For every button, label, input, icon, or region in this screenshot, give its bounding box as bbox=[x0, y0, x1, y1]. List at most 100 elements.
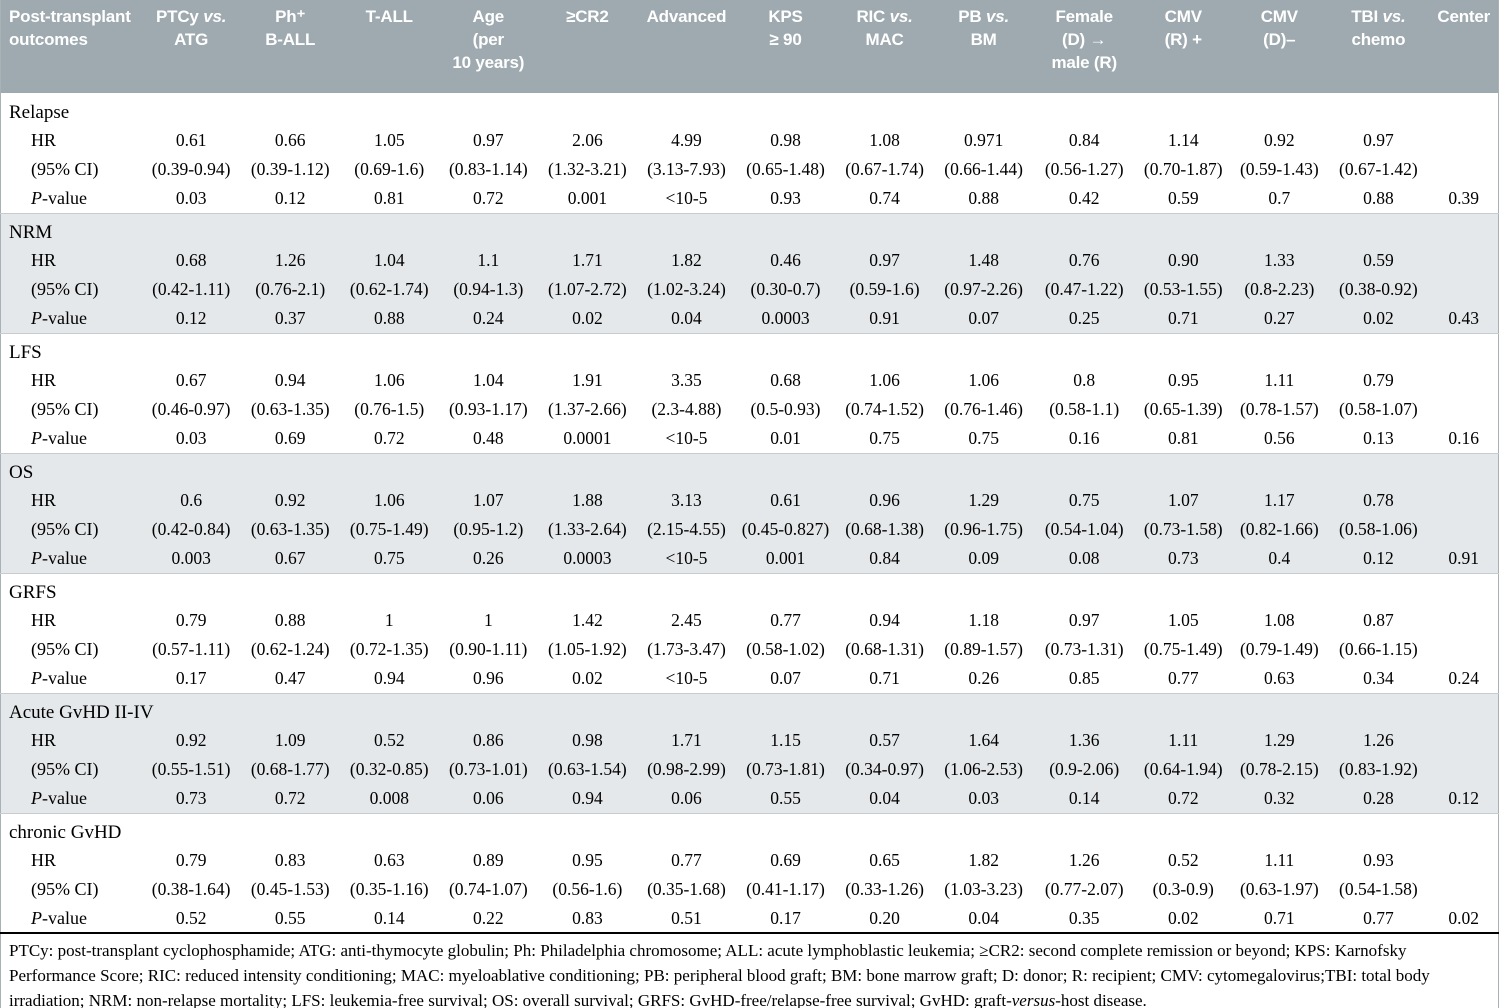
value-cell-ptcy-vs-atg: (0.38-1.64) bbox=[141, 875, 241, 904]
value-cell-pb-vs-bm: 0.88 bbox=[934, 184, 1034, 213]
value-cell-ge-cr2: 0.0003 bbox=[537, 544, 637, 573]
ci-row: (95% CI) (0.57-1.11) (0.62-1.24) (0.72-1.35… bbox=[0, 635, 1499, 664]
value-cell-ph-b-all: 0.88 bbox=[240, 606, 340, 635]
value-cell-advanced: 0.77 bbox=[636, 846, 736, 875]
value-cell-t-all: 0.75 bbox=[339, 544, 439, 573]
value-cell-pb-vs-bm: (0.76-1.46) bbox=[934, 395, 1034, 424]
value-cell-female-d-male-r: 0.35 bbox=[1033, 904, 1136, 933]
ci-row: (95% CI) (0.42-0.84) (0.63-1.35) (0.75-1.49… bbox=[0, 515, 1499, 544]
value-cell-ge-cr2: 1.88 bbox=[537, 486, 637, 515]
value-cell-female-d-male-r: 0.75 bbox=[1033, 486, 1136, 515]
value-cell-ph-b-all: 1.09 bbox=[240, 726, 340, 755]
value-cell-pb-vs-bm: 1.64 bbox=[934, 726, 1034, 755]
group-name-spacer bbox=[141, 812, 1499, 846]
row-label: (95% CI) bbox=[0, 155, 142, 184]
value-cell-female-d-male-r: 1.36 bbox=[1033, 726, 1136, 755]
value-cell-advanced: <10-5 bbox=[636, 424, 736, 453]
value-cell-kps-ge-90: 0.77 bbox=[735, 606, 836, 635]
value-cell-ph-b-all: (0.39-1.12) bbox=[240, 155, 340, 184]
value-cell-cmv-d-neg: 0.63 bbox=[1231, 664, 1328, 693]
ci-row: (95% CI) (0.39-0.94) (0.39-1.12) (0.69-1.6)… bbox=[0, 155, 1499, 184]
value-cell-t-all: (0.35-1.16) bbox=[339, 875, 439, 904]
value-cell-pb-vs-bm: 0.26 bbox=[934, 664, 1034, 693]
value-cell-ph-b-all: 0.92 bbox=[240, 486, 340, 515]
value-cell-tbi-vs-chemo: 0.12 bbox=[1327, 544, 1430, 573]
value-cell-advanced: <10-5 bbox=[636, 184, 736, 213]
value-cell-ptcy-vs-atg: (0.55-1.51) bbox=[141, 755, 241, 784]
value-cell-t-all: (0.76-1.5) bbox=[339, 395, 439, 424]
value-cell-tbi-vs-chemo: 0.93 bbox=[1327, 846, 1430, 875]
group-name: NRM bbox=[0, 212, 142, 246]
value-cell-ge-cr2: 0.001 bbox=[537, 184, 637, 213]
value-cell-kps-ge-90: (0.73-1.81) bbox=[735, 755, 836, 784]
ci-row: (95% CI) (0.38-1.64) (0.45-1.53) (0.35-1.16… bbox=[0, 875, 1499, 904]
value-cell-ph-b-all: 0.67 bbox=[240, 544, 340, 573]
group-name: Acute GvHD II-IV bbox=[0, 692, 154, 726]
value-cell-cmv-r-pos: (0.3-0.9) bbox=[1135, 875, 1232, 904]
value-cell-female-d-male-r: 0.85 bbox=[1033, 664, 1136, 693]
value-cell-cmv-d-neg: (0.63-1.97) bbox=[1231, 875, 1328, 904]
group-os: OS HR 0.6 0.92 1.06 1.07 1.88 3.13 0.61 0.96 1.29 0… bbox=[0, 452, 1499, 573]
value-cell-pb-vs-bm: (1.06-2.53) bbox=[934, 755, 1034, 784]
group-name-spacer bbox=[141, 212, 1499, 246]
row-label: P-value bbox=[0, 904, 142, 933]
group-acute-gvhd-ii-iv: Acute GvHD II-IV HR 0.92 1.09 0.52 0.86 0.98 1.… bbox=[0, 692, 1499, 813]
value-cell-t-all: 1.05 bbox=[339, 126, 439, 155]
row-label: HR bbox=[0, 486, 142, 515]
value-cell-tbi-vs-chemo: 0.13 bbox=[1327, 424, 1430, 453]
value-cell-ph-b-all: (0.63-1.35) bbox=[240, 515, 340, 544]
value-cell-female-d-male-r: 0.16 bbox=[1033, 424, 1136, 453]
group-name-row: NRM bbox=[0, 212, 1499, 246]
value-cell-female-d-male-r: 0.14 bbox=[1033, 784, 1136, 813]
value-cell-ge-cr2: (1.32-3.21) bbox=[537, 155, 637, 184]
value-cell-pb-vs-bm: (0.66-1.44) bbox=[934, 155, 1034, 184]
value-cell-age-per-10-years: 0.72 bbox=[438, 184, 538, 213]
column-header-pb-vs-bm: PB vs. BM bbox=[934, 0, 1034, 93]
value-cell-advanced: 0.04 bbox=[636, 304, 736, 333]
value-cell-t-all: 1.06 bbox=[339, 366, 439, 395]
value-cell-ric-vs-mac: 0.57 bbox=[835, 726, 935, 755]
value-cell-tbi-vs-chemo: 0.77 bbox=[1327, 904, 1430, 933]
group-name-row: Acute GvHD II-IV bbox=[0, 692, 1499, 726]
row-label: P-value bbox=[0, 424, 142, 453]
value-cell-advanced: 1.71 bbox=[636, 726, 736, 755]
value-cell-ge-cr2: (1.37-2.66) bbox=[537, 395, 637, 424]
value-cell-ric-vs-mac: (0.68-1.38) bbox=[835, 515, 935, 544]
value-cell-cmv-d-neg: 1.17 bbox=[1231, 486, 1328, 515]
value-cell-t-all: (0.62-1.74) bbox=[339, 275, 439, 304]
p-value-row: P-value 0.52 0.55 0.14 0.22 0.83 0.51 0.17 0.20 0… bbox=[0, 904, 1499, 933]
value-cell-t-all: 0.94 bbox=[339, 664, 439, 693]
value-cell-ric-vs-mac: (0.34-0.97) bbox=[835, 755, 935, 784]
value-cell-tbi-vs-chemo: (0.83-1.92) bbox=[1327, 755, 1430, 784]
value-cell-tbi-vs-chemo: 0.59 bbox=[1327, 246, 1430, 275]
value-cell-pb-vs-bm: 1.29 bbox=[934, 486, 1034, 515]
hr-row: HR 0.67 0.94 1.06 1.04 1.91 3.35 0.68 1.06 1.06 0.… bbox=[0, 366, 1499, 395]
value-cell-ph-b-all: 0.37 bbox=[240, 304, 340, 333]
value-cell-ptcy-vs-atg: 0.03 bbox=[141, 184, 241, 213]
value-cell-female-d-male-r: (0.58-1.1) bbox=[1033, 395, 1136, 424]
value-cell-kps-ge-90: 0.46 bbox=[735, 246, 836, 275]
value-cell-ric-vs-mac: 0.96 bbox=[835, 486, 935, 515]
value-cell-ptcy-vs-atg: 0.6 bbox=[141, 486, 241, 515]
value-cell-tbi-vs-chemo: 1.26 bbox=[1327, 726, 1430, 755]
value-cell-tbi-vs-chemo: (0.67-1.42) bbox=[1327, 155, 1430, 184]
value-cell-female-d-male-r: (0.56-1.27) bbox=[1033, 155, 1136, 184]
group-name-row: OS bbox=[0, 452, 1499, 486]
row-label: HR bbox=[0, 606, 142, 635]
group-name: OS bbox=[0, 452, 142, 486]
value-cell-ph-b-all: (0.45-1.53) bbox=[240, 875, 340, 904]
value-cell-ric-vs-mac: (0.67-1.74) bbox=[835, 155, 935, 184]
group-name-spacer bbox=[141, 93, 1499, 126]
value-cell-advanced: (2.3-4.88) bbox=[636, 395, 736, 424]
value-cell-age-per-10-years: 0.48 bbox=[438, 424, 538, 453]
value-cell-age-per-10-years: 0.89 bbox=[438, 846, 538, 875]
value-cell-pb-vs-bm: (0.89-1.57) bbox=[934, 635, 1034, 664]
value-cell-center: 0.43 bbox=[1429, 304, 1499, 333]
value-cell-center bbox=[1429, 755, 1499, 784]
value-cell-center bbox=[1429, 606, 1499, 635]
value-cell-ph-b-all: 0.12 bbox=[240, 184, 340, 213]
value-cell-female-d-male-r: 0.42 bbox=[1033, 184, 1136, 213]
value-cell-cmv-d-neg: 1.08 bbox=[1231, 606, 1328, 635]
value-cell-cmv-d-neg: 0.71 bbox=[1231, 904, 1328, 933]
value-cell-ph-b-all: 0.94 bbox=[240, 366, 340, 395]
